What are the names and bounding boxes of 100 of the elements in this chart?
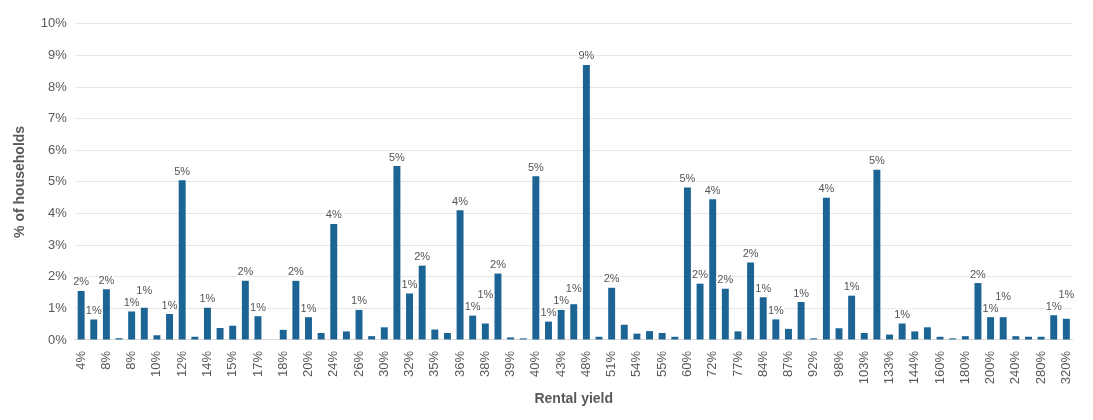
data-label: 1% [464,300,481,313]
bar [709,199,717,340]
x-tick-label: 84% [754,350,770,377]
data-label: 2% [717,273,734,286]
x-tick-label: 77% [729,350,745,377]
bar [254,316,262,340]
data-label: 9% [578,49,595,62]
x-axis-title: Rental yield [534,390,614,407]
y-tick-label: 4% [48,205,68,221]
bar [646,331,654,340]
bar [1012,336,1020,340]
x-tick-label: 36% [451,350,467,377]
bar [317,333,325,340]
bar [292,280,300,340]
bar [241,280,249,340]
data-label: 4% [325,208,342,221]
bar [178,180,186,340]
y-tick-label: 7% [48,110,68,126]
bar [797,302,805,340]
x-tick-label: 10% [148,350,164,377]
data-label: 1% [351,294,368,307]
data-label: 2% [742,247,759,260]
x-tick-label: 38% [476,350,492,377]
bar [279,329,287,340]
bar [90,319,98,340]
bar [166,314,174,340]
x-tick-label: 4% [72,350,88,370]
x-tick-label: 98% [830,350,846,377]
data-label: 2% [692,268,709,281]
bar [368,336,376,340]
x-tick-label: 35% [426,350,442,377]
bar [974,283,982,340]
x-tick-label: 8% [97,350,113,370]
bar [898,323,906,340]
data-label: 1% [161,298,178,311]
data-label: 2% [490,258,507,271]
x-tick-label: 200% [982,350,998,385]
bar [203,307,211,340]
bar [570,304,578,340]
data-label: 1% [894,308,911,321]
bar [923,327,931,340]
data-label: 2% [603,272,620,285]
bar [961,336,969,340]
bar [431,329,439,340]
bar [822,197,830,340]
bar [128,311,136,340]
data-label: 5% [174,164,191,177]
bar [557,309,565,340]
bar [1050,315,1058,340]
x-tick-label: 133% [881,350,897,385]
bar [102,289,110,340]
bar [1062,318,1070,340]
x-tick-label: 320% [1057,350,1073,385]
y-tick-label: 0% [48,331,68,347]
data-label: 1% [1045,299,1062,312]
y-tick-label: 8% [48,78,68,94]
bar [393,166,401,340]
x-tick-label: 160% [931,350,947,385]
x-tick-label: 39% [502,350,518,377]
bar [759,297,767,340]
bar [330,223,338,340]
y-tick-label: 10% [40,15,68,31]
x-tick-label: 51% [603,350,619,377]
data-label: 2% [237,265,254,278]
data-label: 1% [136,284,153,297]
data-label: 5% [527,160,545,173]
data-label: 1% [123,296,140,309]
bar [582,64,590,340]
x-tick-label: 20% [300,350,316,377]
data-label: 1% [300,301,317,314]
y-tick-label: 6% [48,141,68,157]
bar [443,333,451,340]
bar [305,317,312,340]
bar [683,187,691,340]
data-label: 4% [818,182,835,195]
x-tick-label: 15% [224,350,240,377]
y-tick-label: 1% [48,299,68,315]
x-tick-label: 60% [679,350,695,377]
x-tick-label: 72% [704,350,720,377]
y-tick-label: 5% [48,173,68,189]
x-tick-label: 12% [173,350,189,377]
bar [456,210,464,340]
x-tick-label: 8% [123,350,139,370]
data-label: 1% [85,303,102,316]
x-tick-label: 48% [577,350,593,377]
bar [469,315,477,340]
data-label: 2% [98,273,115,286]
x-tick-label: 17% [249,350,265,377]
data-label: 4% [704,183,721,196]
bar [216,327,224,340]
data-label: 1% [250,300,267,313]
bar [380,327,388,340]
x-tick-label: 18% [274,350,290,377]
x-tick-label: 43% [552,350,568,377]
y-tick-label: 2% [48,268,68,284]
bar [848,295,856,340]
data-label: 2% [414,250,431,263]
bar [608,287,616,340]
data-label: 1% [767,303,785,316]
x-tick-label: 54% [628,350,644,377]
